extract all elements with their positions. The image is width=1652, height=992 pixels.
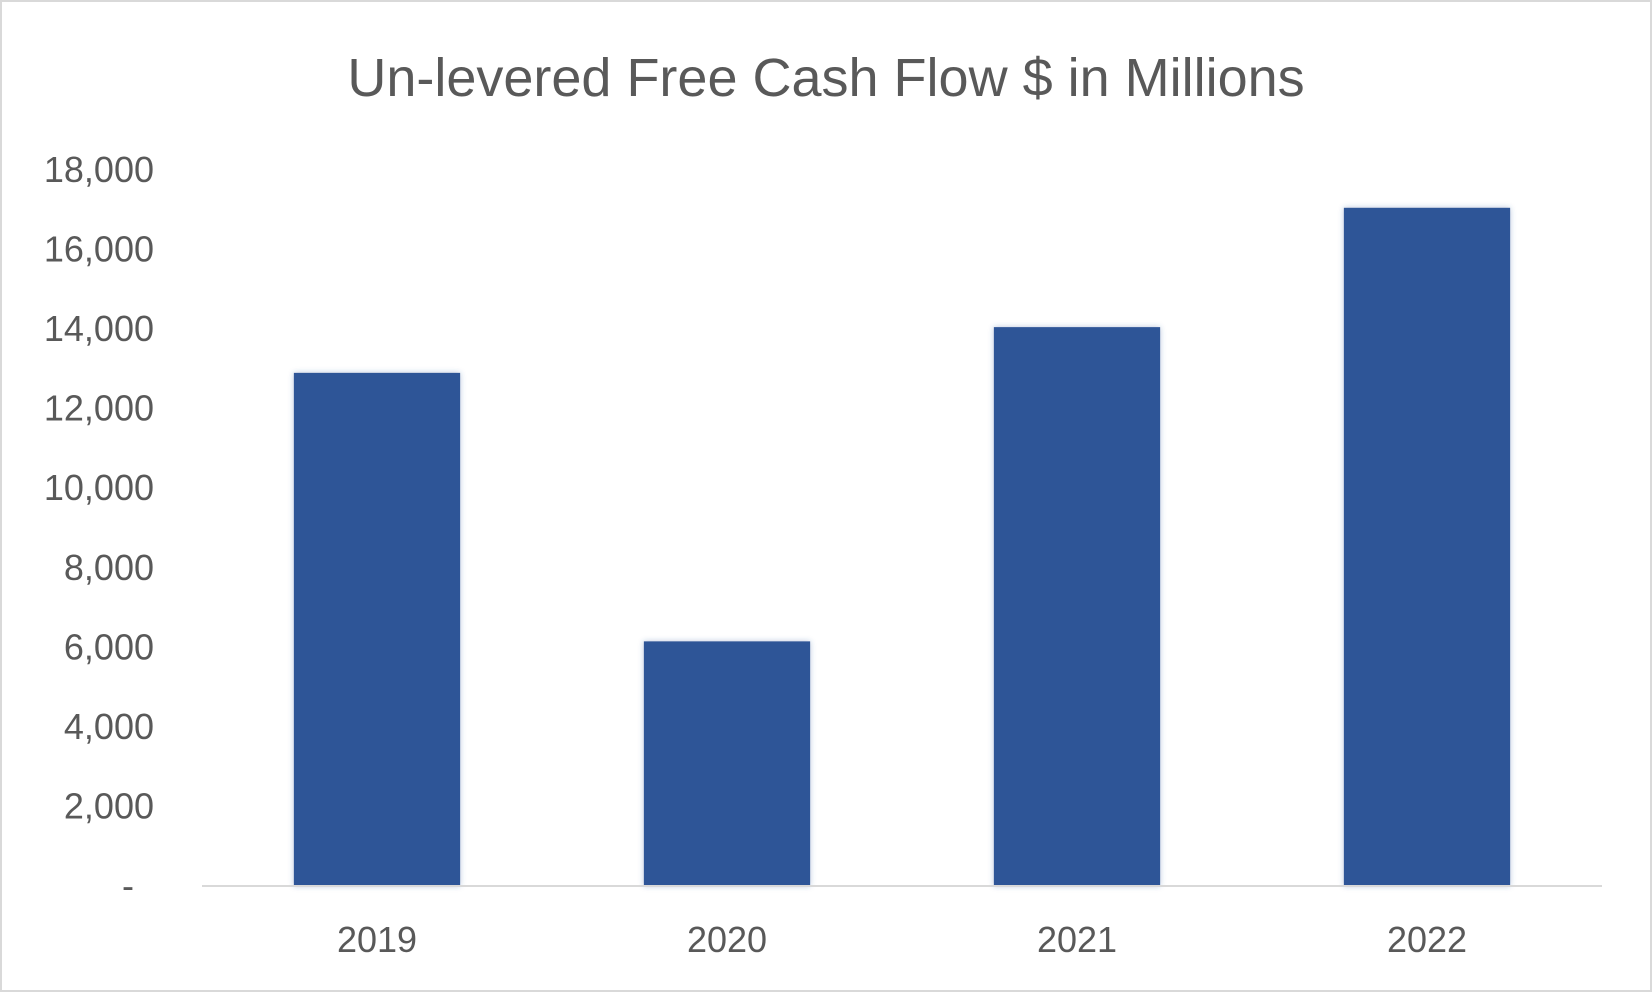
x-axis: 2019 2020 2021 2022 [337,919,1467,960]
bar-2020 [643,641,811,886]
y-tick-label: 18,000 [44,149,154,190]
y-axis: - 2,000 4,000 6,000 8,000 10,000 12,000 14,000 1… [44,149,154,906]
y-tick-label: 6,000 [64,626,154,667]
y-tick-label: 16,000 [44,229,154,270]
x-tick-label: 2020 [687,919,767,960]
x-tick-label: 2022 [1387,919,1467,960]
y-tick-label: 12,000 [44,388,154,429]
bar-2019 [293,372,461,886]
y-tick-label: 4,000 [64,706,154,747]
y-tick-label: 14,000 [44,308,154,349]
bars [293,207,1511,887]
bar-2022 [1343,207,1511,887]
y-tick-label: - [122,865,134,906]
bar-2021 [993,327,1161,887]
y-tick-label: 10,000 [44,467,154,508]
x-tick-label: 2021 [1037,919,1117,960]
x-tick-label: 2019 [337,919,417,960]
y-tick-label: 2,000 [64,785,154,826]
chart-title: Un-levered Free Cash Flow $ in Millions [347,48,1304,108]
y-tick-label: 8,000 [64,547,154,588]
